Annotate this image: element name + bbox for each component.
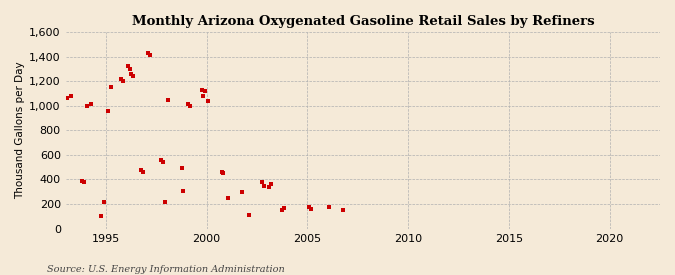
Point: [203, 98, 214, 103]
Point: [138, 170, 148, 174]
Point: [86, 102, 97, 107]
Point: [82, 103, 92, 108]
Point: [136, 167, 146, 172]
Point: [176, 166, 187, 170]
Point: [256, 180, 267, 184]
Point: [156, 158, 167, 162]
Point: [163, 97, 173, 102]
Point: [338, 207, 348, 212]
Point: [117, 79, 128, 83]
Point: [77, 178, 88, 183]
Point: [122, 64, 133, 68]
Point: [124, 67, 135, 71]
Point: [144, 53, 155, 57]
Point: [259, 183, 269, 188]
Point: [198, 94, 209, 98]
Point: [263, 185, 274, 189]
Point: [126, 72, 136, 76]
Point: [102, 108, 113, 113]
Point: [200, 89, 211, 93]
Point: [95, 214, 106, 219]
Point: [183, 102, 194, 107]
Point: [157, 160, 168, 164]
Point: [265, 182, 276, 186]
Point: [159, 199, 170, 204]
Point: [62, 96, 73, 101]
Point: [279, 206, 290, 211]
Point: [105, 85, 116, 89]
Point: [243, 213, 254, 217]
Point: [217, 170, 227, 174]
Point: [324, 205, 335, 209]
Point: [65, 94, 76, 98]
Point: [115, 76, 126, 81]
Point: [236, 189, 247, 194]
Point: [277, 207, 288, 212]
Point: [218, 171, 229, 175]
Text: Source: U.S. Energy Information Administration: Source: U.S. Energy Information Administ…: [47, 265, 285, 274]
Point: [223, 196, 234, 200]
Point: [99, 199, 110, 204]
Point: [128, 74, 138, 78]
Point: [304, 205, 315, 209]
Y-axis label: Thousand Gallons per Day: Thousand Gallons per Day: [15, 62, 25, 199]
Title: Monthly Arizona Oxygenated Gasoline Retail Sales by Refiners: Monthly Arizona Oxygenated Gasoline Reta…: [132, 15, 594, 28]
Point: [142, 51, 153, 55]
Point: [306, 207, 317, 211]
Point: [79, 180, 90, 184]
Point: [196, 87, 207, 92]
Point: [184, 103, 195, 108]
Point: [178, 188, 188, 193]
